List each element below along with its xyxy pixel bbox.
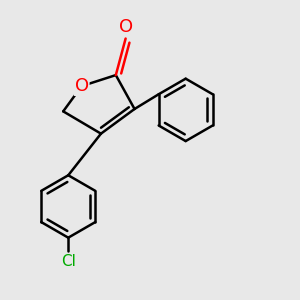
Text: O: O xyxy=(118,18,133,36)
Text: O: O xyxy=(75,77,89,95)
Text: Cl: Cl xyxy=(61,254,76,269)
